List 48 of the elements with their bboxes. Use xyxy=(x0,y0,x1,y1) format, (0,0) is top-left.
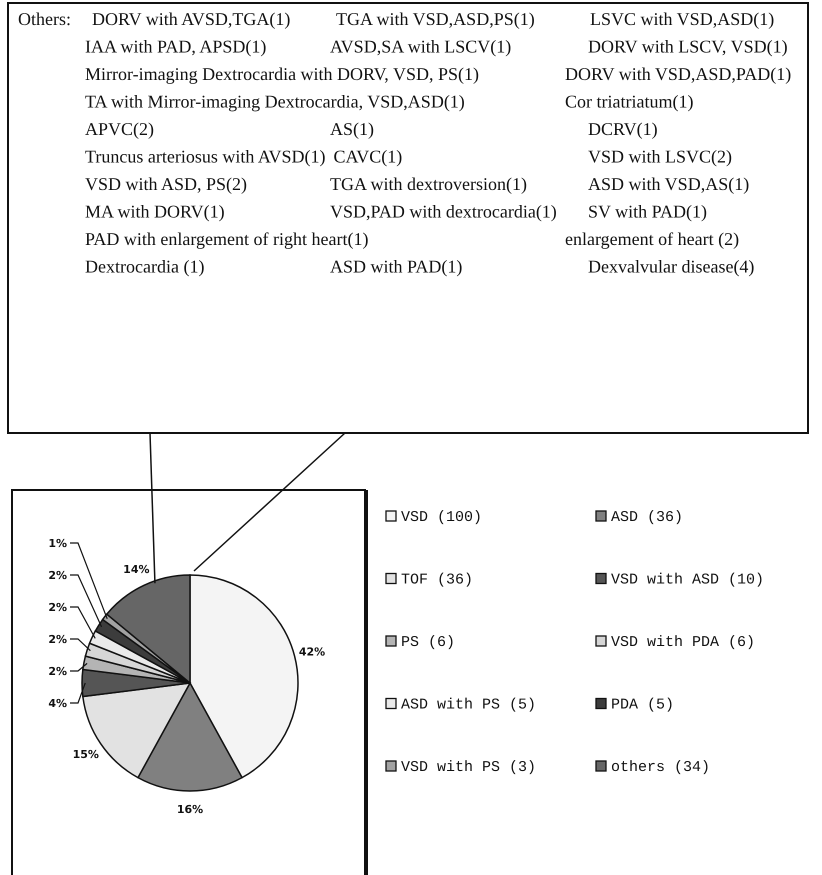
legend-label: PS (6) xyxy=(401,634,456,651)
text: ASD with PAD(1) xyxy=(330,256,462,276)
data-label: 2% xyxy=(48,665,67,678)
text: VSD with LSVC(2) xyxy=(588,146,732,166)
text: AS(1) xyxy=(330,119,374,139)
legend-label: PDA (5) xyxy=(611,696,674,714)
text: VSD with ASD, PS(2) xyxy=(85,174,248,194)
data-label: 2% xyxy=(48,569,67,582)
text: CAVC(1) xyxy=(334,146,402,166)
data-label: 1% xyxy=(48,537,67,550)
text: TA with Mirror-imaging Dextrocardia, VSD,ASD(1) xyxy=(85,92,465,112)
data-label: 14% xyxy=(123,562,150,576)
data-label: 15% xyxy=(72,748,99,761)
data-label: 42% xyxy=(298,646,326,659)
legend-label: ASD with PS (5) xyxy=(401,696,536,714)
legend-label: VSD with PS (3) xyxy=(401,759,536,776)
text: SV with PAD(1) xyxy=(588,202,708,222)
text: ASD with VSD,AS(1) xyxy=(588,174,750,194)
data-label: 2% xyxy=(48,601,67,614)
text: Mirror-imaging Dextrocardia with DORV, VSD, PS(1) xyxy=(85,64,479,84)
text: TGA with VSD,ASD,PS(1) xyxy=(336,9,535,29)
data-label: 16% xyxy=(176,803,204,816)
text: MA with DORV(1) xyxy=(85,202,225,222)
text: DORV with LSCV, VSD(1) xyxy=(588,36,788,56)
text: Dexvalvular disease(4) xyxy=(588,256,754,276)
text: IAA with PAD, APSD(1) xyxy=(85,36,266,56)
text: DORV with AVSD,TGA(1) xyxy=(92,9,290,29)
legend-label: ASD (36) xyxy=(611,509,684,526)
legend-label: VSD (100) xyxy=(401,509,482,526)
text: Dextrocardia (1) xyxy=(85,256,204,276)
legend-label: TOF (36) xyxy=(401,572,474,588)
text: PAD with enlargement of right heart(1) xyxy=(85,229,368,249)
text: APVC(2) xyxy=(85,119,154,139)
text: Cor triatriatum(1) xyxy=(565,92,694,112)
text: LSVC with VSD,ASD(1) xyxy=(590,9,774,29)
text: DCRV(1) xyxy=(588,119,658,139)
legend-label: VSD with ASD (10) xyxy=(611,572,764,588)
text: Others: xyxy=(18,9,71,29)
data-label: 4% xyxy=(48,697,67,710)
text: AVSD,SA with LSCV(1) xyxy=(330,36,512,56)
legend-label: others (34) xyxy=(611,759,710,776)
text: enlargement of heart (2) xyxy=(565,229,740,249)
text: Truncus arteriosus with AVSD(1) xyxy=(85,146,326,166)
text: DORV with VSD,ASD,PAD(1) xyxy=(565,64,792,84)
legend-label: VSD with PDA (6) xyxy=(611,634,756,651)
text: VSD,PAD with dextrocardia(1) xyxy=(330,202,557,222)
text: TGA with dextroversion(1) xyxy=(330,174,527,194)
data-label: 2% xyxy=(48,633,67,646)
